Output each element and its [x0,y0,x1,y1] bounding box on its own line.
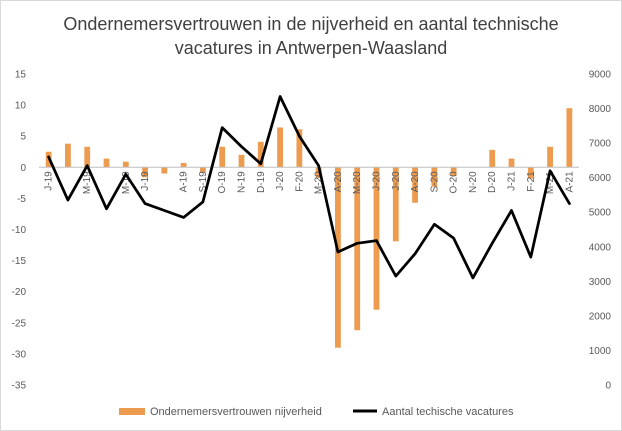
legend-label-vacancies: Aantal techische vacatures [382,406,514,418]
right-tick-label: 6000 [589,173,612,184]
chart-title-line-2: vacatures in Antwerpen-Waasland [175,38,447,58]
left-tick-label: -15 [12,256,27,267]
confidence-bar [450,167,457,177]
right-tick-label: 1000 [589,346,612,357]
x-tick-label: A-20 [410,171,421,193]
x-tick-label: J-19 [140,171,151,191]
x-tick-label: J-20 [275,171,286,191]
left-tick-label: -25 [12,318,27,329]
x-tick-label: M-20 [352,171,363,194]
left-tick-label: -10 [12,225,27,236]
left-tick-label: -35 [12,381,27,392]
x-tick-label: J-19 [44,171,55,191]
confidence-bar [508,158,515,168]
x-tick-label: M-19 [82,171,93,194]
x-tick-label: J-20 [391,171,402,191]
confidence-bar [142,167,148,178]
left-tick-label: -20 [12,287,27,298]
x-tick-label: F-21 [526,171,537,192]
confidence-bar [566,108,573,168]
x-axis-labels: J-19 M-19 M-19 J-19 A-19 S-19 O-19 N-19 D-19 J-20… [44,171,576,194]
confidence-bar [431,167,438,187]
right-axis-ticks: 9000 8000 7000 6000 5000 4000 3000 2000 1000 0 [589,70,612,392]
confidence-bar [373,167,380,310]
left-tick-label: 0 [20,163,26,174]
confidence-bar [489,149,496,168]
confidence-bar [315,167,322,178]
confidence-bar [238,154,245,168]
x-tick-label: M-20 [314,171,325,194]
x-tick-label: O-19 [217,171,228,194]
right-tick-label: 8000 [589,104,612,115]
confidence-bar [103,158,110,168]
confidence-bar [354,167,361,331]
left-tick-label: 15 [15,70,27,81]
x-tick-label: J-20 [372,171,383,191]
x-tick-label: S-20 [429,171,440,193]
right-tick-label: 7000 [589,139,612,150]
x-tick-label: N-20 [468,171,479,193]
left-tick-label: 5 [20,132,26,143]
right-tick-label: 3000 [589,277,612,288]
x-tick-label: F-20 [294,171,305,192]
right-tick-label: 9000 [589,70,612,81]
confidence-bar [84,146,91,168]
vacancies-line [47,95,571,280]
confidence-bars [45,108,573,348]
confidence-bar [277,127,283,168]
x-tick-label: S-19 [198,171,209,193]
confidence-bar [200,167,206,173]
confidence-bar [547,146,553,168]
x-tick-label: N-19 [237,171,248,193]
legend: Ondernemersvertrouwen nijverheid Aantal … [119,406,514,418]
x-tick-label: A-21 [564,171,575,193]
chart-title-line-1: Ondernemersvertrouwen in de nijverheid e… [63,14,558,34]
left-axis-ticks: 15 10 5 0 -5 -10 -15 -20 -25 -30 -35 [12,70,27,392]
right-tick-label: 5000 [589,208,612,219]
x-tick-label: A-19 [179,171,190,193]
confidence-bar [392,167,399,242]
confidence-bar [335,167,341,348]
legend-swatch-confidence [119,408,145,415]
right-tick-label: 4000 [589,242,612,253]
right-tick-label: 0 [605,381,611,392]
confidence-bar [257,141,264,168]
confidence-bar [296,129,303,168]
x-tick-label: O-20 [449,171,460,194]
confidence-bar [412,167,418,203]
x-tick-label: M-19 [121,171,132,194]
confidence-bar [161,167,168,174]
confidence-bar [65,143,71,168]
left-tick-label: -5 [17,194,26,205]
left-tick-label: -30 [12,349,27,360]
confidence-bar [527,167,534,179]
x-tick-label: D-20 [487,171,498,193]
x-tick-label: D-19 [256,171,267,193]
x-tick-label: A-20 [333,171,344,193]
confidence-bar [122,161,129,168]
confidence-bar [219,146,226,168]
left-tick-label: 10 [15,101,27,112]
confidence-bar [180,162,187,168]
legend-label-confidence: Ondernemersvertrouwen nijverheid [150,406,322,418]
x-tick-label: M-21 [545,171,556,194]
x-tick-label: J-21 [507,171,518,191]
vacancies-line-group [47,95,571,280]
right-tick-label: 2000 [589,311,612,322]
